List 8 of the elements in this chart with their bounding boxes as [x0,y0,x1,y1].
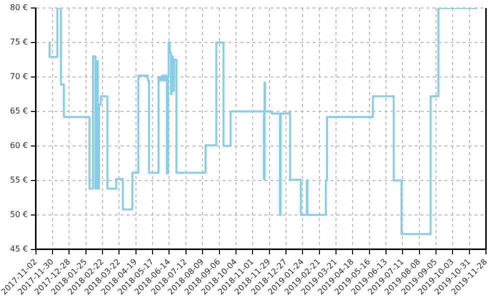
y-tick-label: 65 € [10,106,28,116]
y-tick-label: 80 € [10,3,28,12]
y-tick-label: 55 € [10,175,28,184]
y-tick-label: 70 € [10,72,28,82]
y-tick-label: 60 € [10,140,28,150]
y-tick-label: 45 € [10,244,28,254]
y-tick-label: 50 € [10,210,28,219]
y-tick-label: 75 € [10,38,28,47]
